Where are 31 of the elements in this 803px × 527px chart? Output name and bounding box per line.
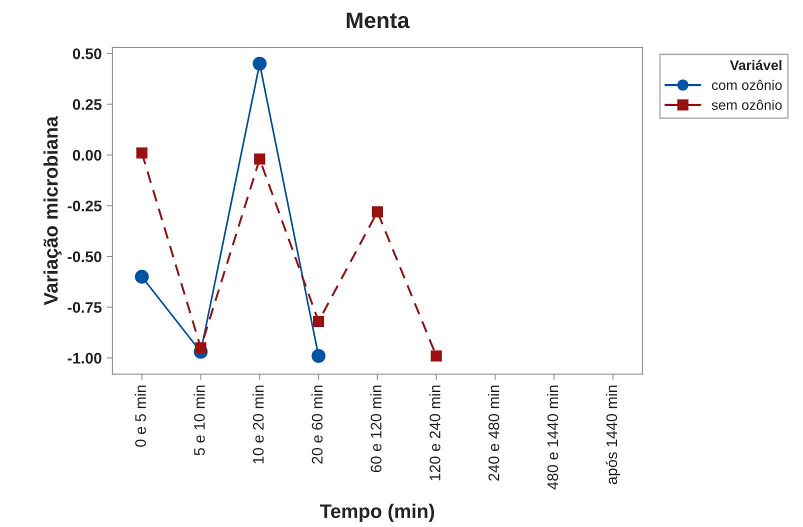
x-tick-label: 120 e 240 min bbox=[429, 386, 440, 480]
y-tick-label: -0.75 bbox=[68, 302, 102, 313]
point bbox=[252, 56, 267, 71]
y-tick-label: 0.25 bbox=[72, 99, 102, 110]
x-tick-label: após 1440 min bbox=[606, 386, 620, 484]
x-tick-label: 5 e 10 min bbox=[194, 386, 205, 456]
x-tick-label: 20 e 60 min bbox=[311, 386, 323, 464]
point bbox=[136, 147, 148, 159]
x-tick-label: 480 e 1440 min bbox=[546, 386, 558, 490]
point bbox=[312, 316, 324, 327]
point bbox=[254, 153, 266, 165]
x-tick-label: 0 e 5 min bbox=[134, 386, 146, 447]
legend-label: sem ozônio bbox=[712, 100, 782, 110]
point bbox=[312, 348, 326, 363]
legend-title: Variável bbox=[730, 60, 782, 70]
point bbox=[430, 350, 442, 362]
y-tick-label: 0.50 bbox=[72, 48, 102, 60]
legend-label: com ozônio bbox=[712, 80, 782, 90]
point bbox=[372, 206, 383, 218]
y-tick-label: 0.00 bbox=[72, 150, 102, 161]
y-axis-title: Variação microbiana bbox=[44, 116, 62, 306]
chart-title: Menta bbox=[346, 12, 410, 28]
x-tick-label: 240 e 480 min bbox=[488, 386, 500, 481]
x-tick-label: 60 e 120 min bbox=[370, 386, 382, 472]
point bbox=[195, 342, 206, 354]
x-tick-label: 10 e 20 min bbox=[252, 386, 264, 464]
x-axis-title: Tempo (min) bbox=[320, 504, 434, 522]
y-tick-label: -0.50 bbox=[68, 251, 102, 262]
y-tick-label: -1.00 bbox=[68, 352, 102, 364]
point bbox=[134, 270, 149, 284]
y-tick-label: -0.25 bbox=[68, 200, 102, 212]
